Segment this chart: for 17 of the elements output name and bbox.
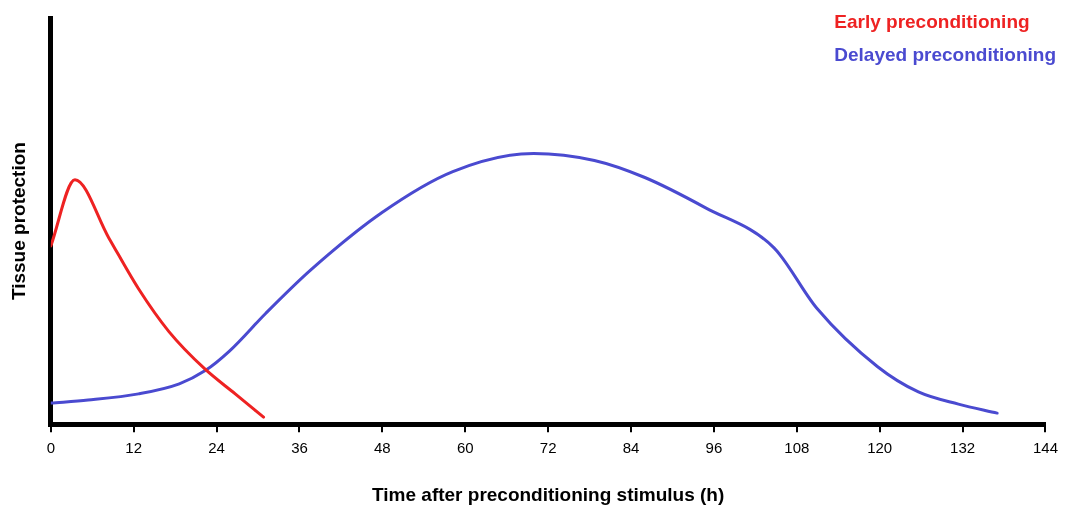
x-tick-label: 108 [784,439,810,457]
text: Early preconditioning [834,10,1031,34]
x-axis-title: Time after preconditioning stimulus (h) [372,483,725,505]
x-tick-label: 36 [291,439,308,457]
x-tick-label: 60 [456,439,474,457]
x-tick-label: 132 [950,439,976,457]
x-tick-label: 144 [1032,439,1058,457]
x-tick-label: 120 [867,439,893,457]
x-tick-label: 72 [539,439,557,457]
text: Delayed preconditioning [834,43,1056,67]
x-tick-label: 24 [208,439,225,457]
x-tick-label: 84 [622,439,640,457]
y-axis-title: Tissue protection [7,142,29,301]
x-tick-label: 12 [125,439,143,457]
x-tick-label: 0 [46,439,55,457]
x-tick-label: 96 [705,439,723,457]
x-tick-label: 48 [374,439,391,457]
